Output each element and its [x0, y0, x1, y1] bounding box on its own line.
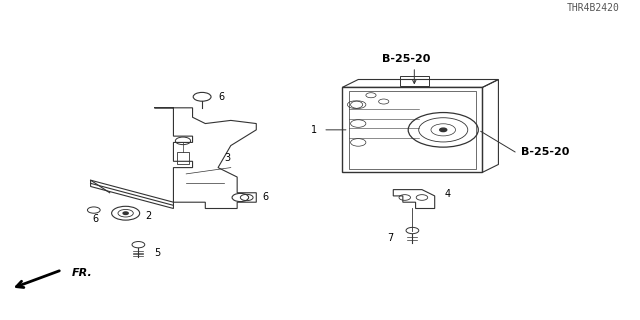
Bar — [399, 76, 429, 86]
Text: 6: 6 — [218, 92, 224, 102]
Text: 3: 3 — [225, 153, 230, 163]
Text: THR4B2420: THR4B2420 — [566, 4, 620, 13]
Text: B-25-20: B-25-20 — [521, 147, 569, 157]
Text: 6: 6 — [92, 214, 98, 224]
Bar — [349, 91, 476, 169]
Text: 5: 5 — [154, 248, 161, 258]
Text: 1: 1 — [310, 125, 317, 135]
Text: B-25-20: B-25-20 — [382, 54, 430, 64]
Text: 7: 7 — [387, 233, 394, 244]
Text: FR.: FR. — [72, 268, 92, 278]
Text: 6: 6 — [262, 193, 269, 203]
Bar — [342, 87, 483, 172]
Circle shape — [123, 212, 128, 214]
Circle shape — [440, 128, 447, 132]
Text: 2: 2 — [145, 212, 151, 221]
Text: 4: 4 — [444, 189, 451, 199]
Bar — [177, 152, 189, 164]
